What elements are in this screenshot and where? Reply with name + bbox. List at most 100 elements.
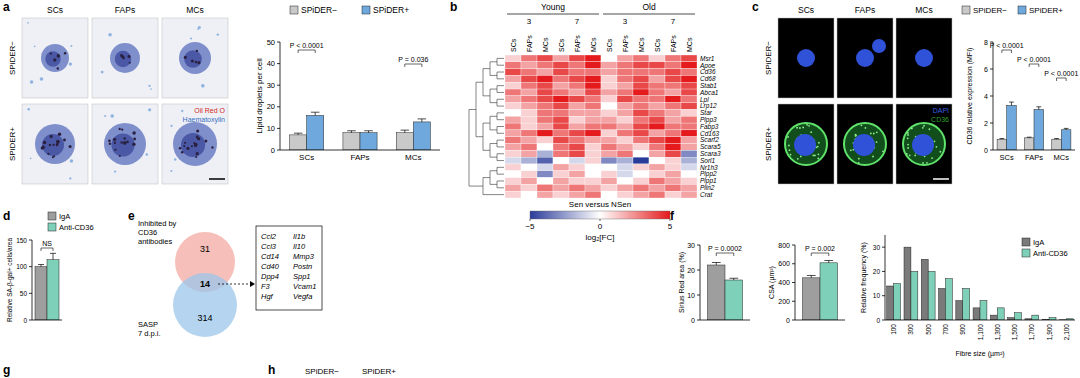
y-axis (32, 240, 33, 320)
error-cap (347, 130, 356, 131)
heatmap-cell (585, 130, 601, 137)
x-tick-label: 300 (907, 324, 914, 335)
y-tick (697, 295, 700, 296)
lipid-droplet (63, 139, 66, 142)
dendrogram-branch (497, 127, 504, 134)
legend: SPiDER−SPiDER+ (290, 5, 409, 15)
speck (855, 134, 857, 136)
heatmap-cell (681, 82, 697, 89)
y-tick-label: 20 (267, 102, 275, 111)
heatmap-cell (585, 82, 601, 89)
panel-label: g (3, 363, 10, 377)
legend-swatch (48, 223, 56, 231)
lipid-droplet (196, 152, 199, 155)
column-header: SCs (47, 5, 63, 15)
heatmap-cell (585, 144, 601, 151)
panel-label: f (670, 209, 675, 223)
micrograph (22, 104, 88, 184)
y-tick (792, 245, 795, 246)
heatmap-cell (601, 191, 617, 198)
group-label: Young (541, 2, 565, 12)
lipid-droplet (195, 61, 198, 64)
heatmap-cell (569, 55, 585, 62)
column-header: FAPs (855, 5, 875, 15)
speck (873, 133, 875, 135)
error-line (421, 119, 422, 122)
heatmap-cell (633, 75, 649, 82)
y-tick-label: 800 (778, 242, 790, 249)
heatmap-cell (569, 75, 585, 82)
lipid-droplet (109, 142, 112, 145)
heatmap-cell (601, 69, 617, 76)
gene-name: Il1b (293, 232, 305, 241)
speck (914, 154, 916, 156)
column-header: FAPs (115, 5, 135, 15)
heatmap-cell (553, 89, 569, 96)
y-axis-label: CD36 relative expression (MFI) (966, 48, 974, 145)
heatmap-cell (601, 116, 617, 123)
venn-diagram: Inhibited byCD36antibodiesSASP7 d.p.i.31… (138, 219, 322, 338)
error-bar (38, 265, 44, 267)
cell (173, 122, 217, 166)
speck (27, 22, 29, 24)
p-value: P < 0.0001 (1044, 70, 1078, 77)
bar (1034, 110, 1044, 151)
heatmap-cell (537, 171, 553, 178)
bar (820, 263, 838, 320)
panel-label: c (752, 0, 759, 14)
heatmap-cell (617, 144, 633, 151)
x-tick-label: 1,500 (1011, 324, 1018, 341)
bar (997, 139, 1007, 150)
lipid-droplet (181, 151, 183, 153)
heatmap-cell (633, 191, 649, 198)
lipid-droplet (56, 144, 58, 146)
speck (799, 127, 801, 129)
legend: SPiDER−SPiDER+ (962, 6, 1063, 15)
y-tick-label: 30 (687, 242, 695, 249)
bar (1015, 313, 1022, 320)
heatmap-cell (553, 116, 569, 123)
nucleus (915, 49, 933, 67)
lipid-droplet (126, 141, 129, 144)
heatmap-cell (649, 69, 665, 76)
heatmap-cell (569, 69, 585, 76)
set-label: 7 d.p.i. (138, 329, 161, 338)
speck (69, 62, 72, 65)
x-tick-label: SCs (1000, 153, 1014, 162)
lipid-droplet (50, 52, 52, 54)
lipid-droplet (133, 138, 136, 141)
heatmap-cell (617, 96, 633, 103)
lipid-droplet (69, 145, 72, 148)
heatmap-cell (665, 178, 681, 185)
heatmap-cell (649, 171, 665, 178)
heatmap-cell (633, 184, 649, 191)
heatmap-cell (601, 150, 617, 157)
heatmap-cell (505, 69, 521, 76)
legend-label: SPiDER+ (373, 5, 409, 15)
heatmap-cell (585, 184, 601, 191)
heatmap-cell (649, 144, 665, 151)
heatmap-cell (537, 103, 553, 110)
heatmap-cell (569, 82, 585, 89)
error-cap (999, 138, 1004, 139)
heatmap-cell (569, 191, 585, 198)
heatmap-cell (505, 191, 521, 198)
marks (290, 112, 431, 150)
heatmap-cell (617, 130, 633, 137)
nucleus (111, 133, 134, 156)
lipid-droplet (191, 60, 194, 63)
heatmap-cell (681, 69, 697, 76)
speck (926, 162, 928, 164)
row-label: SPiDER+ (764, 127, 773, 161)
colorbar-title: Sen versus NSen (569, 200, 631, 209)
dendrogram-branch (497, 167, 504, 174)
bar (997, 308, 1004, 320)
heatmap-cell (681, 130, 697, 137)
heatmap-cell (617, 184, 633, 191)
heatmap-cell (617, 89, 633, 96)
cell (41, 44, 69, 72)
heatmap-cell (665, 184, 681, 191)
heatmap-cell (665, 69, 681, 76)
arrow (218, 284, 250, 285)
micrograph (92, 18, 158, 98)
